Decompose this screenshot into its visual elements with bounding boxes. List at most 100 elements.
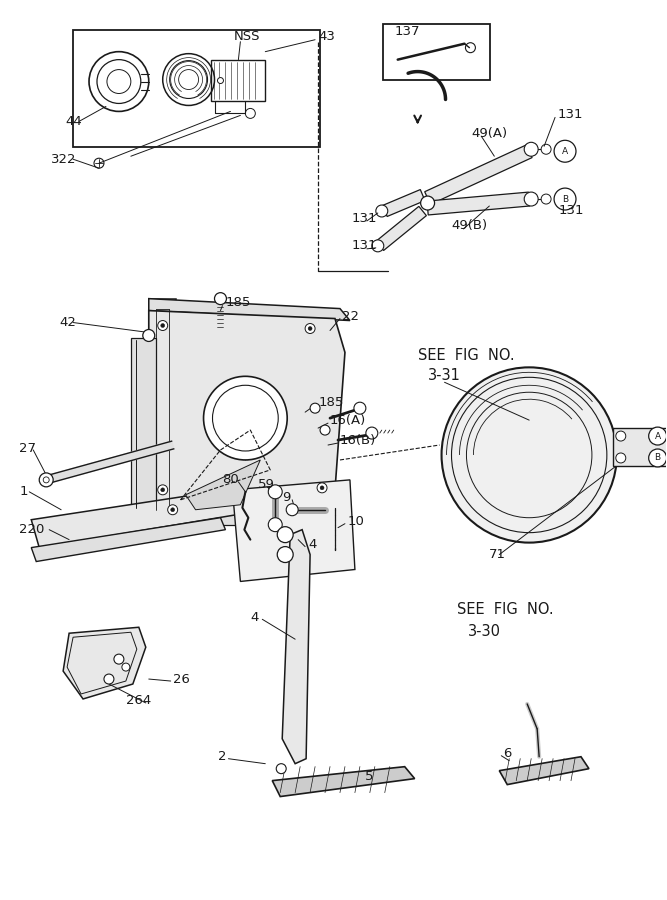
Circle shape [122,663,130,671]
Polygon shape [63,627,146,699]
Circle shape [317,483,327,493]
Polygon shape [232,480,355,581]
Circle shape [268,518,282,532]
Text: 220: 220 [19,523,45,536]
Circle shape [39,472,53,487]
Polygon shape [282,530,310,764]
Circle shape [366,428,378,439]
Circle shape [310,403,320,413]
Circle shape [286,504,298,516]
Circle shape [421,196,435,210]
Circle shape [277,526,293,543]
Circle shape [649,449,666,467]
Text: SEE  FIG  NO.: SEE FIG NO. [458,602,554,616]
Text: 185: 185 [318,396,344,409]
Text: 16(A): 16(A) [330,414,366,427]
Text: 5: 5 [365,770,374,783]
Circle shape [276,764,286,774]
Text: 49(A): 49(A) [472,127,508,140]
Circle shape [616,431,626,441]
Text: 185: 185 [225,296,251,309]
Text: 59: 59 [258,479,275,491]
Polygon shape [382,190,425,217]
Text: 27: 27 [19,442,36,454]
Circle shape [524,192,538,206]
Circle shape [215,292,227,304]
Circle shape [541,144,551,154]
Text: NSS: NSS [233,31,260,43]
Circle shape [43,477,49,483]
Text: 43: 43 [318,31,335,43]
Text: B: B [562,194,568,203]
Polygon shape [31,488,248,547]
Circle shape [167,505,177,515]
Text: 26: 26 [173,672,189,686]
Polygon shape [149,310,345,509]
Circle shape [203,376,287,460]
Circle shape [649,428,666,445]
Bar [613,428,667,466]
Circle shape [161,488,165,491]
Circle shape [277,546,293,562]
Text: B: B [654,454,661,463]
Text: 131: 131 [557,108,582,121]
Text: 4: 4 [250,611,259,624]
Text: 44: 44 [65,115,82,128]
Polygon shape [185,460,260,509]
Circle shape [268,485,282,499]
Text: 49(B): 49(B) [452,220,488,232]
Circle shape [217,77,223,84]
Text: 80: 80 [223,473,239,486]
Polygon shape [500,757,589,785]
Polygon shape [131,338,155,509]
Text: 137: 137 [395,25,420,38]
Polygon shape [131,509,245,525]
Text: A: A [562,147,568,156]
Text: A: A [654,432,661,441]
Circle shape [372,240,384,252]
Text: 131: 131 [559,204,584,218]
Circle shape [554,188,576,210]
Text: 3-31: 3-31 [428,368,460,382]
Polygon shape [425,145,532,204]
Polygon shape [272,767,415,796]
Polygon shape [45,441,173,483]
Text: 131: 131 [352,212,378,226]
Circle shape [104,674,114,684]
Text: 4: 4 [308,538,316,551]
Polygon shape [31,518,225,562]
Text: 10: 10 [348,515,365,528]
Circle shape [171,508,175,512]
Text: 6: 6 [504,747,512,760]
Circle shape [554,140,576,162]
Text: 16(B): 16(B) [340,434,376,446]
Polygon shape [376,206,426,250]
Text: 71: 71 [490,548,506,561]
Text: 264: 264 [126,695,151,707]
Circle shape [376,205,388,217]
Circle shape [157,320,167,330]
Circle shape [161,323,165,328]
Polygon shape [149,299,175,519]
Text: 131: 131 [352,239,378,252]
Text: 1: 1 [19,485,28,499]
Text: 9: 9 [282,491,291,504]
Polygon shape [149,299,350,320]
Bar [73,30,320,148]
Text: 3-30: 3-30 [468,624,500,639]
Circle shape [143,329,155,341]
Text: 42: 42 [59,316,76,329]
Circle shape [114,654,124,664]
Text: SEE  FIG  NO.: SEE FIG NO. [418,348,514,363]
Bar [383,23,490,79]
Circle shape [305,323,315,334]
Circle shape [354,402,366,414]
Text: 322: 322 [51,153,77,166]
Circle shape [320,425,330,435]
Text: 22: 22 [342,310,359,323]
Bar [211,59,265,102]
Polygon shape [427,192,530,215]
Circle shape [308,327,312,330]
Circle shape [157,485,167,495]
Circle shape [320,486,324,490]
